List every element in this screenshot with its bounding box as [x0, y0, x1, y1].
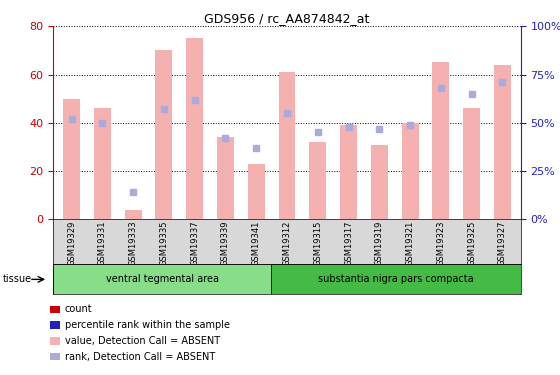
Bar	[272, 264, 521, 294]
Text: GSM19327: GSM19327	[498, 221, 507, 266]
Text: GSM19319: GSM19319	[375, 221, 384, 266]
Text: GSM19331: GSM19331	[98, 221, 107, 266]
Bar	[63, 99, 80, 219]
Text: GSM19335: GSM19335	[160, 221, 169, 266]
Bar	[125, 210, 142, 219]
Title: GDS956 / rc_AA874842_at: GDS956 / rc_AA874842_at	[204, 12, 370, 25]
Bar	[309, 142, 326, 219]
Bar	[494, 65, 511, 219]
Bar	[402, 123, 418, 219]
Text: GSM19312: GSM19312	[282, 221, 292, 266]
Text: GSM19329: GSM19329	[67, 221, 76, 266]
Text: GSM19317: GSM19317	[344, 221, 353, 266]
Text: ventral tegmental area: ventral tegmental area	[106, 274, 219, 284]
Bar	[278, 72, 296, 219]
Bar	[340, 125, 357, 219]
Text: GSM19321: GSM19321	[405, 221, 414, 266]
Bar	[432, 63, 449, 219]
Text: tissue: tissue	[3, 274, 32, 284]
Text: GSM19341: GSM19341	[252, 221, 261, 266]
Text: GSM19339: GSM19339	[221, 221, 230, 266]
Bar	[371, 144, 388, 219]
Text: GSM19325: GSM19325	[467, 221, 476, 266]
Text: rank, Detection Call = ABSENT: rank, Detection Call = ABSENT	[65, 352, 215, 362]
Text: GSM19337: GSM19337	[190, 221, 199, 266]
Bar	[94, 108, 111, 219]
Text: count: count	[65, 304, 92, 314]
Text: GSM19315: GSM19315	[313, 221, 322, 266]
Text: GSM19323: GSM19323	[436, 221, 445, 266]
Text: value, Detection Call = ABSENT: value, Detection Call = ABSENT	[65, 336, 220, 346]
Text: GSM19333: GSM19333	[129, 221, 138, 266]
Text: substantia nigra pars compacta: substantia nigra pars compacta	[318, 274, 474, 284]
Bar	[217, 137, 234, 219]
Bar	[53, 264, 272, 294]
Bar	[186, 38, 203, 219]
Bar	[248, 164, 265, 219]
Bar	[463, 108, 480, 219]
Text: percentile rank within the sample: percentile rank within the sample	[65, 320, 230, 330]
Bar	[156, 50, 172, 219]
